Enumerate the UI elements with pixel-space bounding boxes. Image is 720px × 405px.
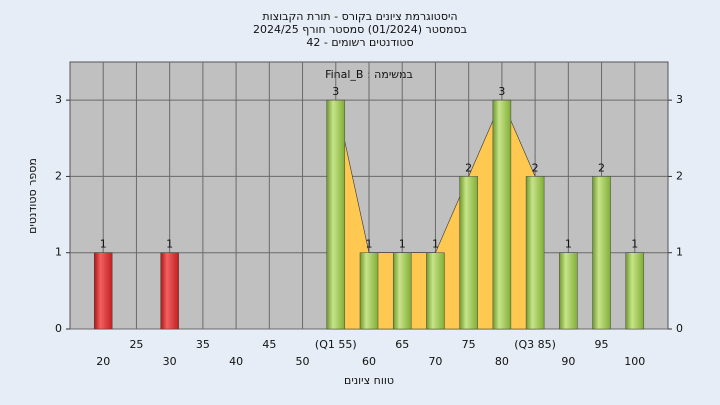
data-label: 1 [166,238,173,251]
bar [492,99,512,330]
x-tick-label: 30 [163,355,177,368]
x-tick-label: 20 [96,355,110,368]
x-tick-label: 60 [362,355,376,368]
data-label: 3 [498,85,505,98]
x-tick-label: 70 [428,355,442,368]
x-tick-label: 95 [595,338,609,351]
data-label: 1 [399,238,406,251]
bar [592,176,611,330]
bar [359,252,379,330]
data-label: 1 [366,238,373,251]
x-tick-label: 80 [495,355,509,368]
data-label: 1 [432,238,439,251]
x-tick-label: 50 [296,355,310,368]
y-tick-label: 1 [55,246,62,259]
bar [392,252,412,330]
bar [459,176,478,330]
bar [525,176,545,330]
x-tick-label: 35 [196,338,210,351]
x-tick-label: 100 [624,355,645,368]
title-line: בסמסטר (01/2024) סמסטר חורף 2024/25 [253,23,467,36]
y-axis-label: מספר סטודנטים [26,158,39,234]
bar [426,252,445,330]
y-tick-label: 3 [55,93,62,106]
x-tick-label: (Q3 85) [514,338,556,351]
data-label: 1 [100,238,107,251]
y-tick-label: 2 [55,169,62,182]
bar [625,252,645,330]
data-label: 3 [332,85,339,98]
x-tick-label: 75 [462,338,476,351]
title-line: היסטוגרמת ציונים בקורס - תורת הקבוצות [262,10,457,23]
data-label: 1 [631,238,638,251]
x-tick-label: (Q1 55) [315,338,357,351]
bar [160,252,179,330]
bar [559,252,578,330]
data-label: 2 [598,161,605,174]
y-tick-label: 1 [676,246,683,259]
y-tick-label: 0 [55,322,62,335]
title-line: 42 - סטודנטים רשומים [306,36,413,49]
bar [326,99,346,330]
data-label: 2 [465,161,472,174]
x-tick-label: 25 [129,338,143,351]
y-tick-label: 0 [676,322,683,335]
data-label: 1 [565,238,572,251]
y-tick-label: 3 [676,93,683,106]
data-label: 2 [532,161,539,174]
bar [93,252,113,330]
x-tick-label: 65 [395,338,409,351]
y-tick-label: 2 [676,169,683,182]
x-tick-label: 40 [229,355,243,368]
x-tick-label: 90 [561,355,575,368]
x-axis-label: טווח ציונים [344,374,394,387]
x-tick-label: 45 [262,338,276,351]
